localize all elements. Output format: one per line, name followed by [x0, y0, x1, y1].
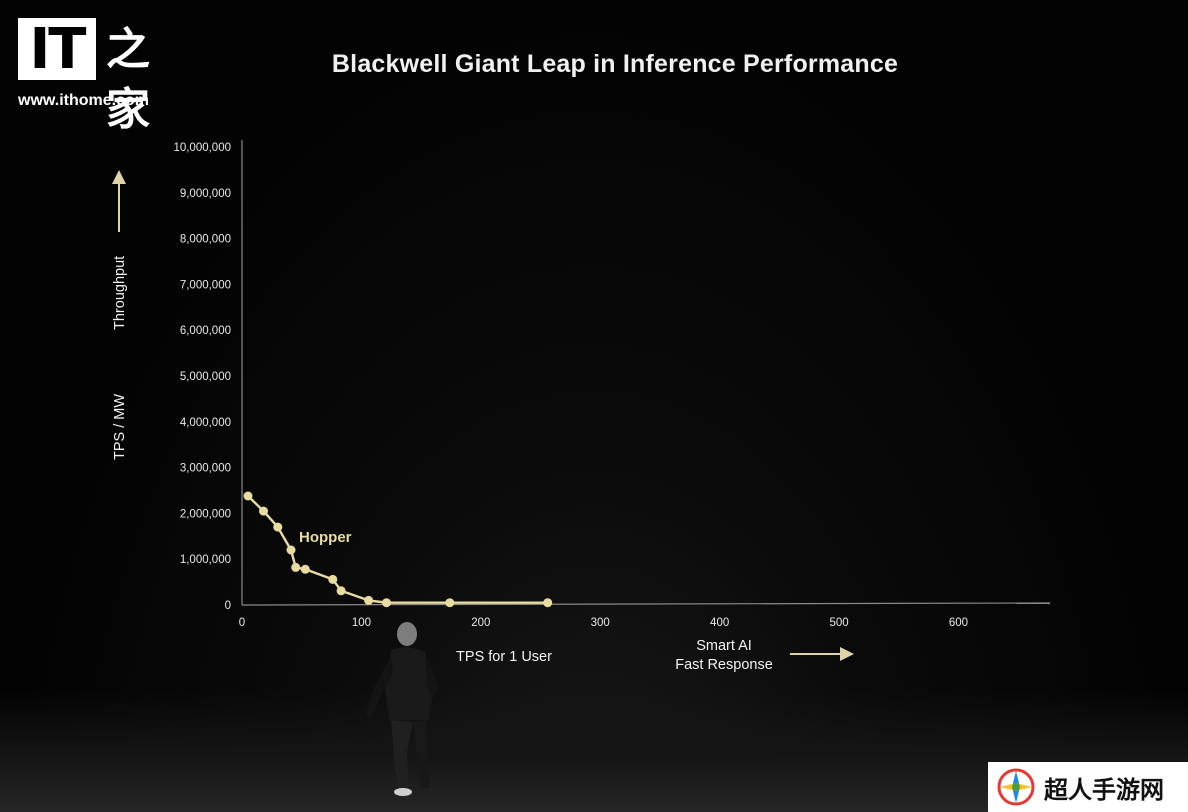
compass-logo-icon	[997, 768, 1035, 806]
y-tick-label: 4,000,000	[180, 417, 231, 429]
y-arrow-head	[112, 170, 126, 184]
y-tick-label: 2,000,000	[180, 508, 231, 520]
y-axis-label: TPS / MW	[112, 394, 128, 460]
hopper-data-point	[445, 598, 455, 608]
x-tick-label: 400	[710, 617, 729, 629]
y-tick-label: 3,000,000	[180, 463, 231, 475]
y-tick-label: 1,000,000	[180, 554, 231, 566]
x-axis-label: TPS for 1 User	[456, 649, 552, 665]
hopper-series-label: Hopper	[299, 529, 352, 546]
x-tick-label: 200	[471, 617, 490, 629]
watermark-text: 超人手游网	[1044, 775, 1164, 804]
logo-chinese-text: 之家	[106, 24, 150, 135]
hopper-data-point	[286, 545, 296, 555]
logo-it-mark: IT	[18, 18, 96, 82]
x-direction-label-line2: Fast Response	[675, 657, 773, 673]
hopper-data-point	[300, 564, 310, 574]
hopper-data-point	[543, 598, 553, 608]
presenter-silhouette	[365, 622, 439, 796]
watermark-badge: 超人手游网	[988, 762, 1188, 812]
hopper-data-point	[382, 598, 391, 608]
y-tick-label: 0	[225, 600, 231, 612]
x-axis-line	[241, 602, 1051, 606]
x-direction-indicator	[790, 647, 854, 661]
x-arrow-head	[840, 647, 854, 661]
y-tick-label: 6,000,000	[180, 325, 231, 337]
y-tick-label: 7,000,000	[180, 279, 231, 291]
hopper-data-point	[336, 586, 346, 596]
chart-title: Blackwell Giant Leap in Inference Perfor…	[331, 50, 899, 78]
y-direction-label: Throughput	[112, 256, 128, 330]
hopper-data-point	[273, 522, 283, 532]
hopper-data-point	[243, 491, 253, 501]
x-tick-label: 300	[591, 617, 610, 629]
y-direction-indicator: Throughput TPS / MW	[112, 170, 128, 460]
x-tick-label: 100	[352, 617, 371, 629]
hopper-data-point	[259, 506, 268, 516]
y-tick-label: 9,000,000	[180, 188, 231, 200]
hopper-data-point	[328, 574, 338, 584]
hopper-data-point	[291, 562, 301, 572]
ithome-logo: IT 之家 www.ithome.com	[18, 18, 183, 135]
logo-url: www.ithome.com	[18, 92, 149, 109]
x-tick-labels: 0 100 200 300 400 500 600	[239, 617, 968, 629]
y-tick-label: 5,000,000	[180, 371, 231, 383]
x-tick-label: 0	[239, 617, 245, 629]
x-tick-label: 500	[829, 617, 848, 629]
y-tick-label: 8,000,000	[180, 234, 231, 246]
hopper-series-points	[243, 491, 553, 608]
x-tick-label: 600	[949, 617, 968, 629]
hopper-data-point	[364, 595, 374, 605]
y-tick-label: 10,000,000	[173, 142, 231, 154]
y-tick-labels: 0 1,000,000 2,000,000 3,000,000 4,000,000 5,0…	[173, 142, 231, 612]
x-direction-label-line1: Smart AI	[696, 638, 752, 654]
